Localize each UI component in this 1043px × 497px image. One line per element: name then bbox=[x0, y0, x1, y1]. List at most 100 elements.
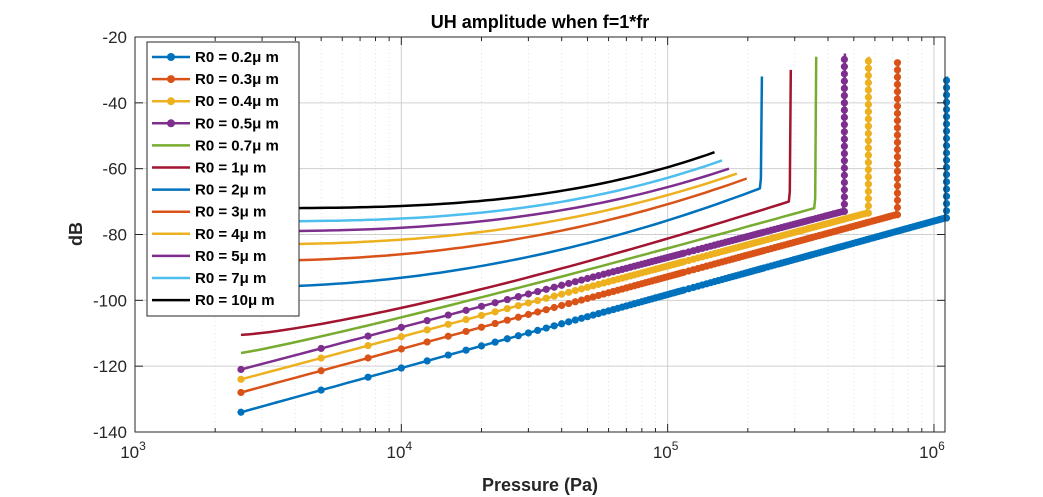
series-marker bbox=[840, 84, 848, 92]
legend-entry: R0 = 10μ m bbox=[152, 292, 275, 309]
series-marker bbox=[840, 99, 848, 107]
series-group bbox=[237, 53, 951, 416]
series-marker bbox=[444, 311, 452, 319]
series-marker bbox=[237, 365, 245, 374]
series-marker bbox=[893, 167, 902, 175]
series-marker bbox=[524, 310, 532, 319]
y-tick-label: -120 bbox=[93, 357, 127, 376]
series-marker bbox=[840, 164, 848, 172]
series-marker bbox=[583, 313, 592, 321]
series-marker bbox=[571, 286, 579, 295]
series-marker bbox=[477, 302, 486, 310]
x-tick-base: 10 bbox=[653, 443, 672, 462]
series-marker bbox=[534, 308, 542, 316]
series-marker bbox=[550, 303, 558, 312]
series-marker bbox=[942, 207, 951, 215]
series-marker bbox=[864, 202, 873, 210]
series-marker bbox=[893, 145, 902, 154]
series-marker bbox=[893, 80, 902, 88]
x-tick-base: 10 bbox=[387, 443, 406, 462]
series-marker bbox=[840, 120, 848, 129]
series-marker bbox=[423, 338, 431, 346]
series-marker bbox=[864, 64, 873, 72]
series-marker bbox=[864, 158, 873, 167]
series-marker bbox=[237, 375, 245, 383]
series-marker bbox=[893, 174, 902, 183]
x-tick-label: 106 bbox=[919, 439, 945, 462]
legend-label: R0 = 5μ m bbox=[195, 248, 266, 265]
series-marker bbox=[317, 344, 325, 353]
series-marker bbox=[840, 106, 848, 114]
series-marker bbox=[524, 290, 532, 298]
series-marker bbox=[893, 95, 902, 103]
series-marker bbox=[503, 295, 511, 304]
series-marker bbox=[893, 88, 902, 96]
series-marker bbox=[942, 156, 951, 164]
series-marker bbox=[840, 55, 848, 63]
y-tick-label: -40 bbox=[102, 94, 127, 113]
legend-entry: R0 = 0.3μ m bbox=[152, 71, 279, 88]
series-marker bbox=[542, 306, 550, 314]
series-marker bbox=[542, 324, 550, 332]
series-2 bbox=[237, 56, 873, 383]
series-marker bbox=[534, 287, 542, 296]
series-marker bbox=[893, 160, 902, 168]
series-marker bbox=[462, 327, 470, 336]
series-marker bbox=[840, 128, 848, 136]
series-marker bbox=[550, 322, 558, 330]
series-marker bbox=[583, 283, 592, 291]
series-marker bbox=[840, 200, 848, 208]
y-axis-label: dB bbox=[66, 222, 86, 246]
series-marker bbox=[565, 279, 573, 288]
series-marker bbox=[364, 354, 372, 362]
legend-entry: R0 = 4μ m bbox=[152, 226, 266, 243]
y-tick-label: -20 bbox=[102, 28, 127, 47]
y-tick-label: -60 bbox=[102, 160, 127, 179]
series-marker bbox=[589, 273, 597, 281]
series-marker bbox=[893, 124, 902, 132]
series-marker bbox=[942, 113, 951, 121]
series-marker bbox=[942, 214, 951, 222]
x-tick-label: 105 bbox=[653, 439, 679, 462]
series-marker bbox=[893, 138, 902, 146]
chart-title: UH amplitude when f=1*fr bbox=[431, 12, 650, 32]
series-marker bbox=[864, 93, 873, 101]
series-marker bbox=[864, 57, 873, 65]
legend-label: R0 = 7μ m bbox=[195, 270, 266, 287]
series-marker bbox=[534, 326, 542, 335]
legend-label: R0 = 4μ m bbox=[195, 226, 266, 243]
series-marker bbox=[397, 345, 405, 353]
legend-entry: R0 = 0.2μ m bbox=[152, 49, 279, 66]
series-marker bbox=[893, 153, 902, 161]
series-1 bbox=[237, 59, 902, 397]
series-marker bbox=[571, 298, 579, 306]
series-marker bbox=[864, 129, 873, 138]
series-marker bbox=[491, 308, 499, 316]
series-0 bbox=[237, 76, 951, 416]
x-tick-label: 103 bbox=[120, 439, 146, 462]
series-marker bbox=[577, 285, 586, 293]
series-marker bbox=[477, 311, 486, 320]
series-marker bbox=[942, 105, 951, 114]
legend-label: R0 = 0.2μ m bbox=[195, 49, 279, 66]
series-marker bbox=[864, 115, 873, 123]
series-marker bbox=[864, 209, 873, 217]
legend-label: R0 = 0.3μ m bbox=[195, 71, 279, 88]
legend-entry: R0 = 3μ m bbox=[152, 204, 266, 221]
series-marker bbox=[477, 323, 486, 331]
series-marker bbox=[558, 320, 566, 328]
legend-label: R0 = 0.5μ m bbox=[195, 115, 279, 132]
series-marker bbox=[942, 98, 951, 106]
series-marker bbox=[550, 292, 558, 300]
series-marker bbox=[237, 408, 245, 416]
series-marker bbox=[864, 187, 873, 195]
x-tick-base: 10 bbox=[120, 443, 139, 462]
series-marker bbox=[491, 299, 499, 307]
series-marker bbox=[864, 108, 873, 116]
series-marker bbox=[893, 131, 902, 139]
series-marker bbox=[840, 135, 848, 143]
series-marker bbox=[444, 320, 452, 328]
series-line bbox=[240, 56, 818, 355]
series-marker bbox=[893, 59, 902, 67]
series-marker bbox=[893, 196, 902, 204]
